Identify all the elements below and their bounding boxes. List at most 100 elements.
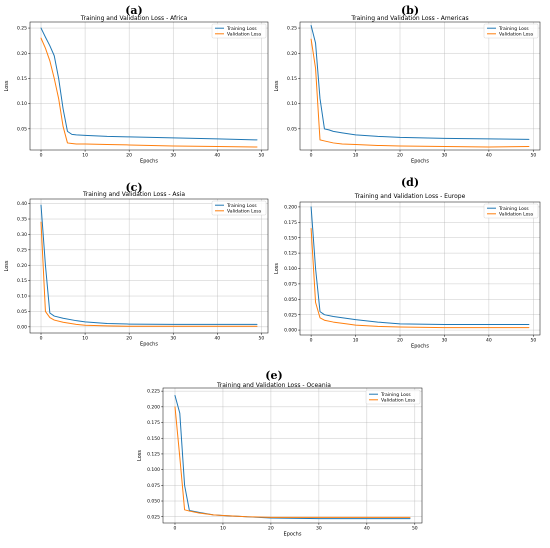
training-loss-line — [310, 25, 530, 140]
x-tick-label: 30 — [442, 338, 448, 344]
y-tick-label: 0.15 — [17, 76, 27, 82]
y-tick-label: 0.15 — [17, 278, 27, 284]
y-tick-label: 0.150 — [284, 235, 297, 241]
y-tick-label: 0.225 — [147, 389, 160, 395]
x-tick-label: 30 — [170, 336, 176, 342]
x-tick-label: 50 — [259, 336, 265, 342]
panel-label: (a) — [125, 4, 143, 17]
y-tick-label: 0.20 — [17, 263, 27, 269]
y-tick-label: 0.20 — [17, 51, 27, 57]
x-tick-label: 10 — [220, 526, 226, 532]
x-tick-label: 20 — [397, 153, 403, 159]
x-tick-label: 40 — [486, 338, 492, 344]
validation-loss-line — [40, 37, 258, 148]
legend-entry: Training Loss — [498, 26, 529, 32]
panel-label: (c) — [125, 181, 142, 194]
y-tick-label: 0.15 — [287, 76, 297, 82]
y-tick-label: 0.150 — [147, 436, 160, 442]
x-axis-label: Epochs — [411, 159, 429, 165]
chart-panel-0: (a)Training and Validation Loss - Africa… — [4, 4, 269, 165]
y-tick-label: 0.20 — [287, 51, 297, 57]
x-axis-label: Epochs — [284, 532, 302, 538]
legend-entry: Training Loss — [380, 392, 411, 398]
plot-frame — [29, 21, 269, 151]
y-tick-label: 0.050 — [147, 499, 160, 505]
y-tick-label: 0.175 — [284, 220, 297, 226]
legend-box — [211, 200, 267, 216]
y-axis-label: Loss — [274, 80, 280, 91]
x-tick-label: 40 — [486, 153, 492, 159]
y-tick-label: 0.35 — [17, 217, 27, 223]
y-tick-label: 0.200 — [284, 205, 297, 211]
chart-panel-2: (c)Training and Validation Loss - Asia 0 1… — [4, 181, 269, 348]
legend-box — [365, 389, 421, 405]
legend-entry: Validation Loss — [499, 31, 534, 37]
x-tick-label: 40 — [214, 153, 220, 159]
y-tick-label: 0.00 — [17, 324, 27, 330]
y-axis-label: Loss — [4, 80, 10, 91]
x-tick-label: 0 — [174, 526, 177, 532]
training-loss-line — [40, 27, 258, 141]
training-loss-line — [174, 395, 411, 520]
x-tick-label: 10 — [353, 338, 359, 344]
legend-box — [483, 203, 539, 219]
plot-frame — [29, 198, 269, 334]
x-tick-label: 0 — [40, 153, 43, 159]
y-axis-label: Loss — [4, 260, 10, 271]
legend-entry: Training Loss — [498, 206, 529, 212]
x-tick-label: 20 — [397, 338, 403, 344]
validation-loss-line — [174, 406, 411, 518]
y-tick-label: 0.25 — [17, 247, 27, 253]
legend-entry: Validation Loss — [499, 211, 534, 217]
chart-title: Training and Validation Loss - Europe — [354, 193, 466, 200]
x-axis-label: Epochs — [140, 342, 158, 348]
x-tick-label: 10 — [82, 336, 88, 342]
y-tick-label: 0.100 — [147, 467, 160, 473]
x-tick-label: 0 — [310, 338, 313, 344]
x-tick-label: 10 — [82, 153, 88, 159]
y-tick-label: 0.100 — [284, 266, 297, 272]
x-tick-label: 10 — [353, 153, 359, 159]
chart-title: Training and Validation Loss - Asia — [82, 191, 185, 198]
y-axis-label: Loss — [274, 263, 280, 274]
chart-title: Training and Validation Loss - Americas — [350, 15, 468, 22]
y-tick-label: 0.10 — [287, 101, 297, 107]
legend-entry: Validation Loss — [381, 397, 416, 403]
y-axis-label: Loss — [137, 450, 143, 461]
y-tick-label: 0.05 — [17, 309, 27, 315]
x-tick-label: 0 — [310, 153, 313, 159]
y-tick-label: 0.175 — [147, 420, 160, 426]
x-tick-label: 20 — [126, 336, 132, 342]
x-tick-label: 20 — [268, 526, 274, 532]
y-tick-label: 0.125 — [147, 452, 160, 458]
y-tick-label: 0.10 — [17, 101, 27, 107]
x-tick-label: 50 — [259, 153, 265, 159]
panel-label: (d) — [401, 176, 419, 189]
x-tick-label: 30 — [442, 153, 448, 159]
y-tick-label: 0.10 — [17, 294, 27, 300]
y-tick-label: 0.200 — [147, 404, 160, 410]
x-tick-label: 0 — [40, 336, 43, 342]
x-tick-label: 40 — [214, 336, 220, 342]
x-tick-label: 30 — [170, 153, 176, 159]
y-tick-label: 0.000 — [284, 328, 297, 334]
chart-panel-1: (b)Training and Validation Loss - Americ… — [274, 4, 541, 165]
x-axis-label: Epochs — [411, 344, 429, 350]
x-tick-label: 40 — [364, 526, 370, 532]
x-tick-label: 50 — [530, 153, 536, 159]
panel-label: (e) — [265, 369, 282, 382]
legend-entry: Validation Loss — [227, 208, 262, 214]
y-tick-label: 0.05 — [287, 126, 297, 132]
y-tick-label: 0.25 — [17, 26, 27, 32]
y-tick-label: 0.075 — [147, 483, 160, 489]
chart-title: Training and Validation Loss - Oceania — [216, 382, 331, 389]
plot-frame — [299, 21, 541, 151]
legend-box — [483, 23, 539, 39]
y-tick-label: 0.050 — [284, 297, 297, 303]
panel-label: (b) — [401, 4, 419, 17]
validation-loss-line — [40, 221, 258, 327]
